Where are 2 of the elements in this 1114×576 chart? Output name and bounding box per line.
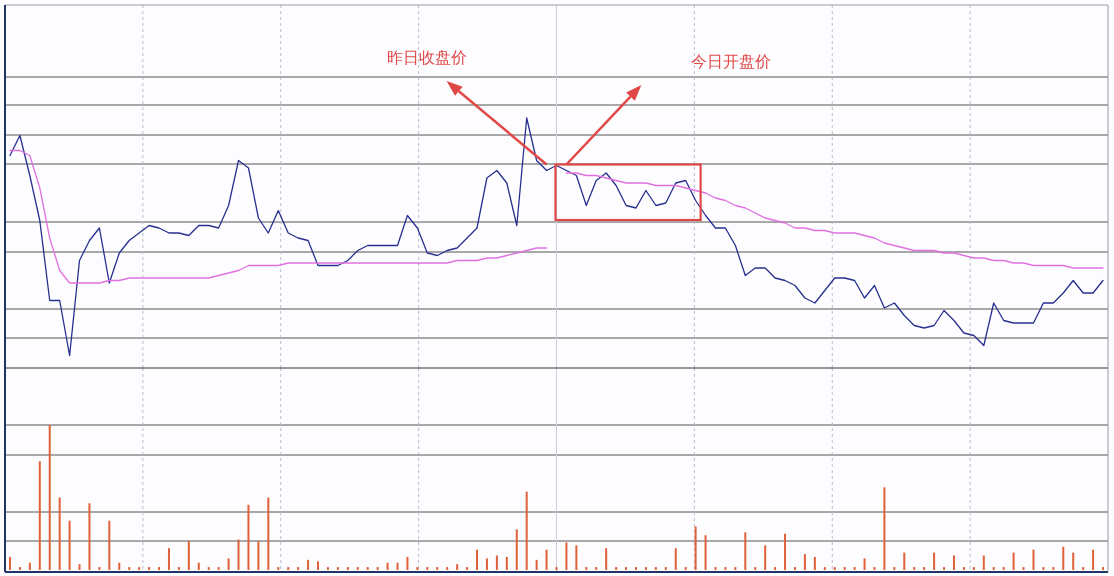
text: 今日开盘价	[691, 53, 772, 70]
text: 昨日收盘价	[386, 49, 467, 66]
